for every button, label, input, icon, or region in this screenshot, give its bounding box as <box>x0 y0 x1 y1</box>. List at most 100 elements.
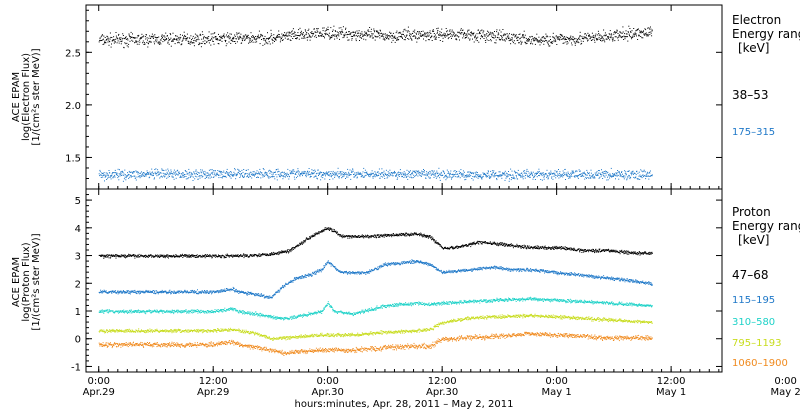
proton-data-point <box>583 251 585 253</box>
electron-data-point <box>251 37 253 38</box>
electron-data-point <box>555 35 557 37</box>
proton-data-point <box>478 243 480 245</box>
electron-data-point <box>531 172 533 174</box>
electron-data-point <box>266 37 268 39</box>
electron-data-point <box>192 173 194 175</box>
proton-data-point <box>158 254 160 256</box>
electron-data-point <box>419 32 421 34</box>
electron-data-point <box>425 40 427 42</box>
electron-data-point <box>529 36 531 38</box>
proton-data-point <box>261 253 263 255</box>
electron-data-point <box>153 35 155 37</box>
electron-data-point <box>212 40 214 42</box>
proton-data-point <box>642 253 644 255</box>
proton-data-point <box>306 237 308 239</box>
proton-data-point <box>366 235 368 237</box>
electron-data-point <box>469 38 471 40</box>
electron-data-point <box>140 176 142 178</box>
electron-data-point <box>493 176 495 178</box>
electron-data-point <box>504 170 506 172</box>
proton-data-point <box>473 243 475 245</box>
electron-data-point <box>543 178 545 180</box>
electron-data-point <box>368 31 370 32</box>
electron-data-point <box>543 43 545 45</box>
electron-data-point <box>130 176 132 178</box>
proton-data-point <box>104 255 105 257</box>
proton-data-point <box>506 243 508 245</box>
electron-data-point <box>564 168 566 170</box>
electron-data-point <box>567 173 569 174</box>
electron-data-point <box>621 176 623 178</box>
electron-data-point <box>119 169 120 171</box>
electron-data-point <box>271 34 273 36</box>
electron-data-point <box>313 172 315 174</box>
proton-data-point <box>354 236 356 238</box>
electron-data-point <box>598 170 600 172</box>
electron-data-point <box>602 172 604 174</box>
electron-data-point <box>526 42 528 44</box>
electron-data-point <box>141 171 142 173</box>
electron-data-point <box>281 38 282 39</box>
electron-data-point <box>184 36 186 38</box>
electron-data-point <box>295 38 296 39</box>
electron-data-point <box>594 172 596 174</box>
electron-data-point <box>134 37 136 39</box>
electron-data-point <box>642 31 643 33</box>
proton-data-point <box>571 248 573 250</box>
electron-data-point <box>142 42 144 44</box>
proton-data-point <box>167 254 169 256</box>
electron-data-point <box>135 40 137 42</box>
electron-data-point <box>342 26 344 28</box>
electron-data-point <box>423 171 425 173</box>
proton-data-point <box>544 245 546 247</box>
electron-data-point <box>536 38 537 40</box>
electron-data-point <box>303 170 305 172</box>
electron-data-point <box>329 179 331 180</box>
electron-data-point <box>425 177 427 179</box>
proton-data-point <box>384 234 386 236</box>
electron-data-point <box>222 176 224 178</box>
proton-data-point <box>507 245 509 247</box>
electron-data-point <box>280 172 282 174</box>
electron-data-point <box>414 35 416 37</box>
electron-data-point <box>277 36 279 38</box>
electron-data-point <box>431 174 432 176</box>
proton-data-point <box>202 256 204 257</box>
proton-data-point <box>539 246 541 248</box>
electron-data-point <box>476 173 478 175</box>
electron-data-point <box>342 176 344 178</box>
proton-data-point <box>415 233 417 235</box>
proton-data-point <box>197 256 199 258</box>
electron-data-point <box>340 31 342 33</box>
electron-data-point <box>242 38 244 40</box>
proton-data-point <box>466 244 467 246</box>
electron-data-point <box>204 170 206 172</box>
electron-data-point <box>208 36 210 37</box>
electron-data-point <box>571 175 573 177</box>
electron-data-point <box>491 174 493 176</box>
proton-data-point <box>394 234 395 236</box>
electron-data-point <box>649 34 651 36</box>
electron-data-point <box>569 175 571 177</box>
proton-data-point <box>567 249 569 250</box>
proton-data-point <box>494 241 495 243</box>
electron-data-point <box>258 172 260 174</box>
electron-data-point <box>547 42 549 44</box>
proton-data-point <box>497 245 499 247</box>
electron-data-point <box>210 39 211 41</box>
electron-data-point <box>176 38 178 40</box>
electron-data-point <box>338 176 339 178</box>
electron-data-point <box>182 34 183 36</box>
proton-data-point <box>476 241 478 243</box>
proton-data-point <box>419 234 421 236</box>
electron-data-point <box>99 175 101 177</box>
electron-data-point <box>553 36 555 38</box>
electron-data-point <box>287 35 289 37</box>
proton-data-point <box>588 251 590 253</box>
proton-data-point <box>191 254 193 256</box>
electron-data-point <box>232 174 234 175</box>
electron-data-point <box>438 37 440 38</box>
proton-data-point <box>395 233 397 235</box>
electron-data-point <box>273 34 275 36</box>
electron-data-point <box>306 173 308 175</box>
